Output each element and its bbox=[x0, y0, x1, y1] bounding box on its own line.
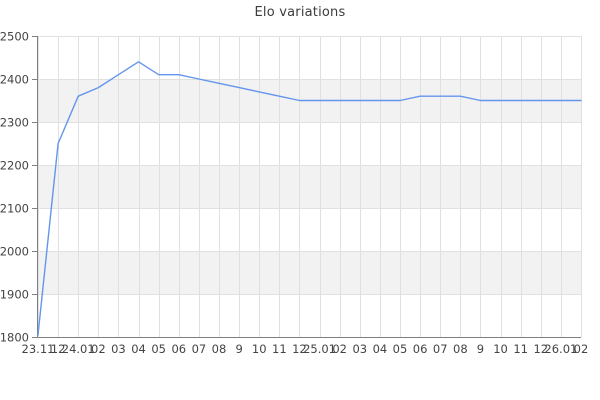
y-tick-label: 1800 bbox=[0, 331, 29, 345]
x-tick-label: 12 bbox=[51, 342, 66, 356]
y-tick-label: 2300 bbox=[0, 116, 29, 130]
plot-band bbox=[38, 165, 581, 208]
x-tick-label: 07 bbox=[192, 342, 207, 356]
x-tick-label: 10 bbox=[252, 342, 267, 356]
x-tick-label: 26.01 bbox=[544, 342, 577, 356]
x-tick-label: 9 bbox=[235, 342, 242, 356]
chart-title: Elo variations bbox=[254, 5, 346, 20]
x-tick-label: 02 bbox=[91, 342, 106, 356]
elo-series-line bbox=[37, 61, 582, 336]
plot-band bbox=[38, 251, 581, 294]
x-tick-label: 9 bbox=[477, 342, 484, 356]
x-tick-label: 05 bbox=[151, 342, 166, 356]
y-tick-label: 2500 bbox=[0, 30, 29, 44]
x-tick-label: 02 bbox=[574, 342, 589, 356]
x-tick-label: 12 bbox=[292, 342, 307, 356]
x-tick-label: 08 bbox=[453, 342, 468, 356]
x-tick-label: 05 bbox=[393, 342, 408, 356]
y-tick-label: 2400 bbox=[0, 73, 29, 87]
x-tick-label: 04 bbox=[373, 342, 388, 356]
x-tick-label: 24.01 bbox=[62, 342, 95, 356]
y-tick-label: 1900 bbox=[0, 288, 29, 302]
x-tick-label: 04 bbox=[131, 342, 146, 356]
x-tick-label: 02 bbox=[332, 342, 347, 356]
x-tick-label: 25.01 bbox=[303, 342, 336, 356]
x-tick-label: 12 bbox=[533, 342, 548, 356]
x-tick-label: 08 bbox=[212, 342, 227, 356]
x-tick-label: 23.11 bbox=[22, 342, 55, 356]
x-tick-label: 10 bbox=[493, 342, 508, 356]
x-tick-label: 06 bbox=[171, 342, 186, 356]
x-tick-label: 03 bbox=[111, 342, 126, 356]
x-tick-label: 11 bbox=[513, 342, 528, 356]
y-tick-label: 2100 bbox=[0, 202, 29, 216]
y-tick-label: 2000 bbox=[0, 245, 29, 259]
x-tick-label: 07 bbox=[433, 342, 448, 356]
x-tick-label: 03 bbox=[352, 342, 367, 356]
x-tick-label: 06 bbox=[413, 342, 428, 356]
y-tick-label: 2200 bbox=[0, 159, 29, 173]
x-tick-label: 11 bbox=[272, 342, 287, 356]
